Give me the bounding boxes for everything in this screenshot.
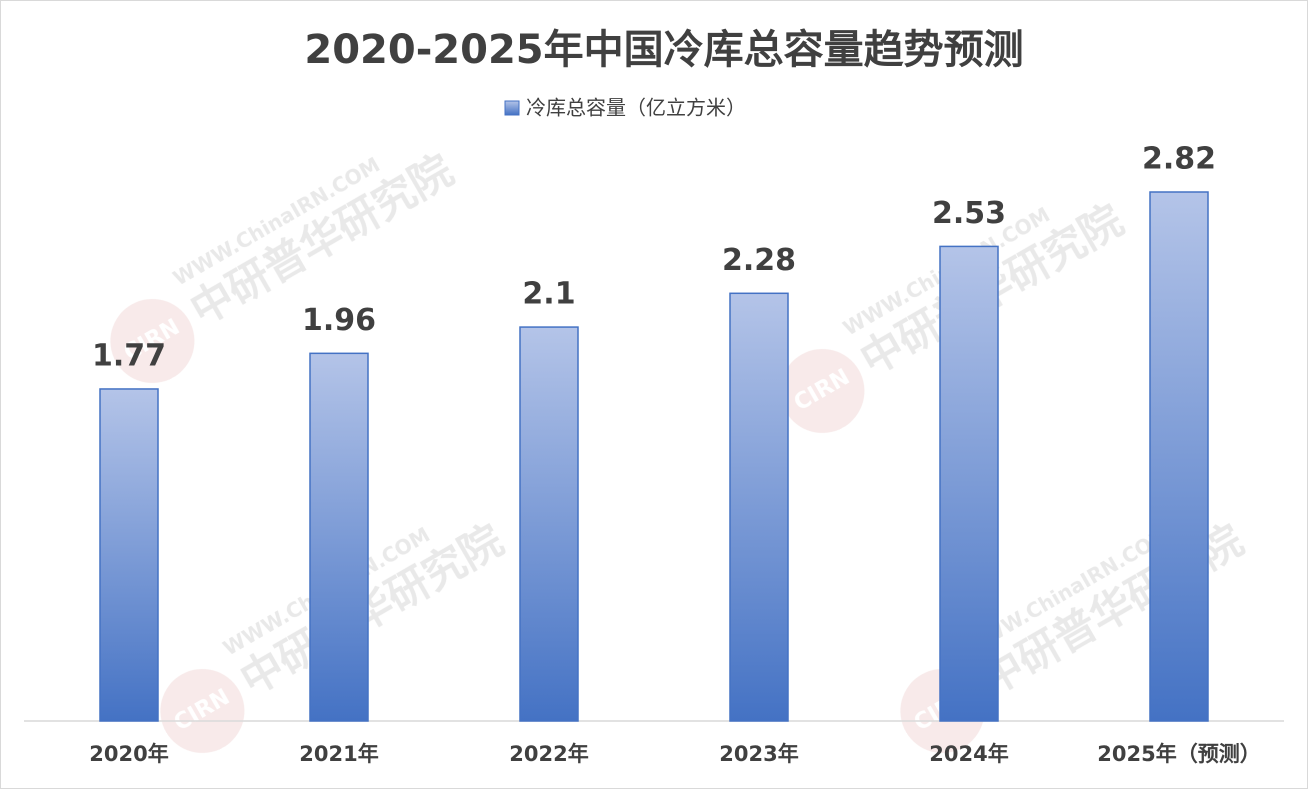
value-label: 2.1 (522, 277, 575, 312)
value-label: 2.82 (1142, 142, 1216, 177)
legend-swatch (504, 100, 520, 116)
bar (1149, 191, 1209, 722)
bar (519, 326, 579, 722)
bar (309, 352, 369, 722)
watermark-logo-circle (780, 348, 865, 433)
value-label: 1.96 (302, 303, 376, 338)
x-tick-label: 2023年 (719, 742, 798, 766)
value-label: 1.77 (92, 338, 166, 373)
x-tick-label: 2020年 (89, 742, 168, 766)
x-tick-label: 2025年（预测） (1097, 742, 1260, 766)
x-tick-label: 2022年 (509, 742, 588, 766)
x-tick-label: 2021年 (299, 742, 378, 766)
watermark-logo-circle (160, 668, 245, 753)
value-label: 2.28 (722, 243, 796, 278)
value-label: 2.53 (932, 196, 1006, 231)
chart-title: 2020-2025年中国冷库总容量趋势预测 (304, 27, 1023, 73)
legend-label: 冷库总容量（亿立方米） (526, 96, 746, 120)
bar (729, 292, 789, 722)
watermark-logo-circle (110, 298, 195, 383)
bar (939, 245, 999, 722)
bar (99, 388, 159, 722)
x-tick-label: 2024年 (929, 742, 1008, 766)
